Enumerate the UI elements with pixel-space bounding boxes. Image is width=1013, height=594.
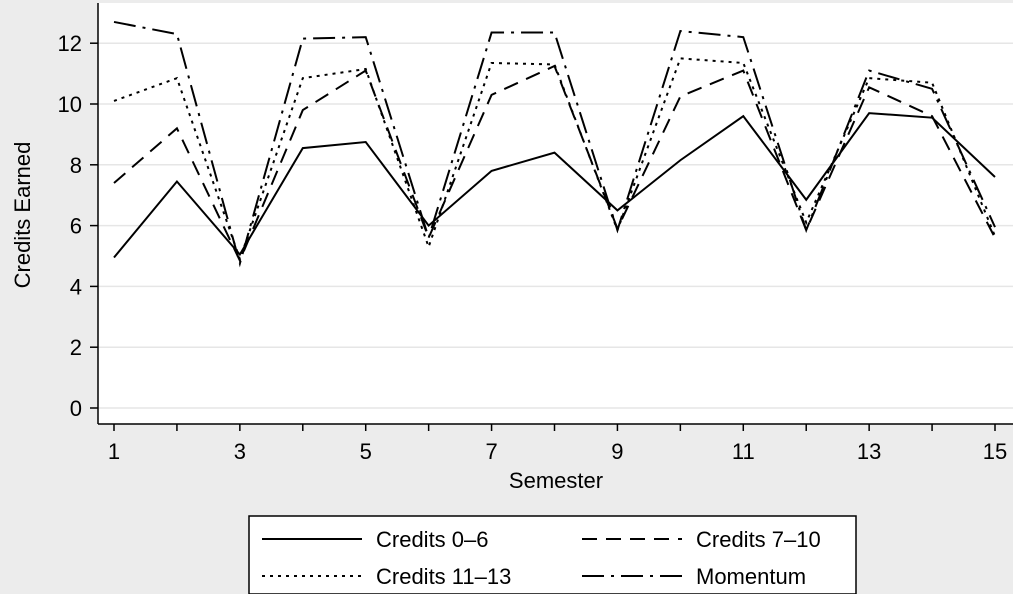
legend-label-4: Momentum <box>696 564 806 589</box>
x-tick-label: 3 <box>234 439 246 464</box>
legend-label-1: Credits 0–6 <box>376 527 489 552</box>
x-tick-label: 13 <box>857 439 881 464</box>
x-axis-title: Semester <box>509 468 603 493</box>
x-tick-label: 9 <box>611 439 623 464</box>
axes <box>97 3 1013 425</box>
x-tick-label: 5 <box>360 439 372 464</box>
x-ticks: 1 3 5 7 9 11 13 15 <box>108 424 1007 464</box>
y-tick-label: 12 <box>58 31 82 56</box>
legend-label-3: Credits 11–13 <box>376 564 511 589</box>
x-tick-label: 7 <box>485 439 497 464</box>
series-lines <box>113 20 996 268</box>
y-ticks: 0 2 4 6 8 10 12 <box>58 31 98 421</box>
x-tick-label: 15 <box>983 439 1007 464</box>
x-tick-label: 1 <box>108 439 120 464</box>
plot-background <box>98 3 1013 424</box>
y-tick-label: 6 <box>70 214 82 239</box>
legend: Credits 0–6 Credits 7–10 Credits 11–13 Mome… <box>248 515 857 594</box>
y-tick-label: 0 <box>70 396 82 421</box>
series-line-4 <box>113 20 996 268</box>
series-line-3 <box>113 57 996 263</box>
legend-label-2: Credits 7–10 <box>696 527 821 552</box>
y-tick-label: 10 <box>58 92 82 117</box>
y-axis-title: Credits Earned <box>10 142 35 289</box>
y-tick-label: 4 <box>70 274 82 299</box>
y-tick-label: 8 <box>70 153 82 178</box>
series-line-1 <box>113 112 996 259</box>
y-tick-label: 2 <box>70 335 82 360</box>
legend-box <box>248 515 857 594</box>
x-tick-label: 11 <box>732 439 755 464</box>
